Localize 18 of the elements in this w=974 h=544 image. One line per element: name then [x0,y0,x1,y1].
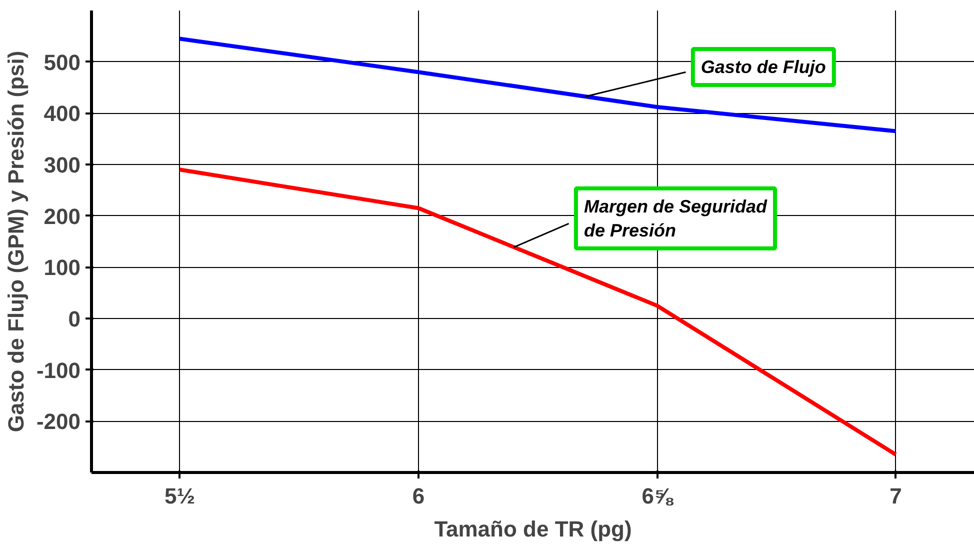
y-tick-label: 100 [44,255,81,280]
x-axis-title: Tamaño de TR (pg) [434,516,632,542]
x-tick-label: 7 [890,484,902,508]
y-tick-label: 500 [44,50,81,75]
series-label: Margen de Seguridad de Presión [584,196,768,240]
line-series [178,168,898,457]
y-tick-label: -200 [36,409,81,434]
y-axis-title: Gasto de Flujo (GPM) y Presión (psi) [3,50,28,432]
line-series [178,36,898,134]
y-tick-label: 300 [44,152,81,178]
y-tick-label: 0 [68,306,81,332]
series-label: Gasto de Flujo [700,56,826,77]
y-tick-label: 200 [44,204,81,229]
x-tick-label: 6 [412,484,425,508]
x-tick-label: 5½ [164,484,196,508]
x-tick-label: 6⅝ [642,484,674,508]
y-tick-label: 400 [44,101,81,126]
y-tick-label: -100 [36,358,81,383]
